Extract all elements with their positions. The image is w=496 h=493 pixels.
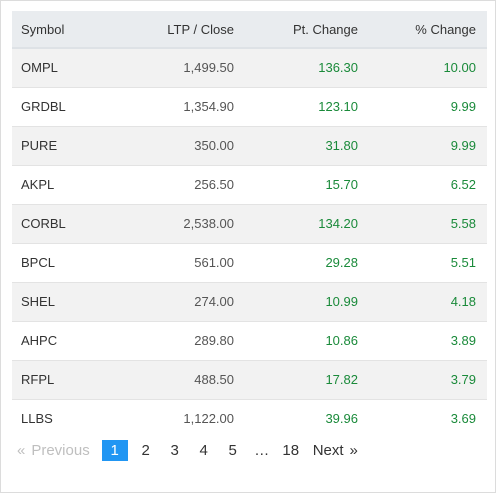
cell-symbol: PURE: [21, 138, 58, 153]
table-row: BPCL 561.00 29.28 5.51: [12, 243, 487, 282]
header-symbol[interactable]: Symbol: [12, 11, 121, 49]
table-row: CORBL 2,538.00 134.20 5.58: [12, 204, 487, 243]
next-page-button[interactable]: Next »: [313, 440, 358, 461]
table-row: RFPL 488.50 17.82 3.79: [12, 360, 487, 399]
cell-pt-change: 15.70: [325, 177, 358, 192]
cell-pt-change: 29.28: [325, 255, 358, 270]
table-row: AKPL 256.50 15.70 6.52: [12, 165, 487, 204]
previous-page-button[interactable]: « Previous: [17, 440, 90, 461]
cell-pct-change: 3.89: [450, 333, 476, 348]
cell-ltp: 256.50: [194, 177, 234, 192]
cell-pct-change: 10.00: [443, 60, 476, 76]
cell-pct-change: 3.69: [450, 411, 476, 427]
cell-symbol: AKPL: [21, 177, 55, 192]
cell-pt-change: 17.82: [325, 372, 358, 387]
page-5-button[interactable]: 5: [228, 441, 237, 459]
cell-pt-change: 134.20: [318, 216, 358, 231]
cell-symbol: CORBL: [21, 216, 66, 231]
table-header: Symbol LTP / Close Pt. Change % Change: [12, 11, 487, 49]
cell-ltp: 350.00: [194, 138, 234, 153]
cell-pt-change: 10.86: [325, 333, 358, 348]
cell-pct-change: 9.99: [450, 138, 476, 153]
cell-pct-change: 5.51: [450, 255, 476, 270]
previous-label: Previous: [31, 441, 90, 459]
table-row: GRDBL 1,354.90 123.10 9.99: [12, 87, 487, 126]
cell-pct-change: 6.52: [450, 177, 476, 192]
next-label: Next: [312, 441, 344, 459]
table-body: OMPL 1,499.50 136.30 10.00 GRDBL 1,354.9…: [12, 48, 487, 438]
table-row: PURE 350.00 31.80 9.99: [12, 126, 487, 165]
header-pt-change[interactable]: Pt. Change: [234, 11, 358, 49]
cell-symbol: SHEL: [21, 294, 55, 309]
header-row: Symbol LTP / Close Pt. Change % Change: [12, 11, 487, 49]
cell-pct-change: 9.99: [450, 99, 476, 114]
cell-ltp: 274.00: [194, 294, 234, 309]
pagination: « Previous 1 2 3 4 5 … 18 Next »: [17, 439, 358, 461]
cell-pt-change: 10.99: [325, 294, 358, 309]
header-pct-change[interactable]: % Change: [358, 11, 487, 49]
cell-symbol: LLBS: [21, 411, 53, 427]
page-18-button[interactable]: 18: [282, 441, 300, 459]
cell-pt-change: 136.30: [318, 60, 358, 76]
table-row: AHPC 289.80 10.86 3.89: [12, 321, 487, 360]
cell-pt-change: 31.80: [325, 138, 358, 153]
cell-pt-change: 39.96: [325, 411, 358, 427]
pagination-ellipsis: …: [254, 441, 270, 459]
page-2-button[interactable]: 2: [141, 441, 150, 459]
cell-ltp: 561.00: [194, 255, 234, 270]
cell-ltp: 1,499.50: [183, 60, 234, 76]
header-ltp-close[interactable]: LTP / Close: [121, 11, 234, 49]
cell-ltp: 1,122.00: [183, 411, 234, 427]
cell-ltp: 289.80: [194, 333, 234, 348]
cell-ltp: 1,354.90: [183, 99, 234, 114]
cell-pt-change: 123.10: [318, 99, 358, 114]
top-gainers-table: Symbol LTP / Close Pt. Change % Change O…: [12, 11, 487, 438]
page-3-button[interactable]: 3: [170, 441, 179, 459]
cell-ltp: 2,538.00: [183, 216, 234, 231]
table-row: SHEL 274.00 10.99 4.18: [12, 282, 487, 321]
cell-pct-change: 3.79: [450, 372, 476, 387]
double-left-arrow-icon: «: [17, 441, 26, 459]
page-4-button[interactable]: 4: [199, 441, 208, 459]
double-right-arrow-icon: »: [349, 441, 358, 459]
cell-symbol: RFPL: [21, 372, 55, 387]
table-row: OMPL 1,499.50 136.30 10.00: [12, 48, 487, 87]
table-row: LLBS 1,122.00 39.96 3.69: [12, 399, 487, 438]
cell-symbol: BPCL: [21, 255, 55, 270]
cell-pct-change: 5.58: [450, 216, 476, 231]
cell-symbol: OMPL: [21, 60, 58, 76]
cell-symbol: AHPC: [21, 333, 58, 348]
cell-symbol: GRDBL: [21, 99, 66, 114]
cell-ltp: 488.50: [194, 372, 234, 387]
cell-pct-change: 4.18: [450, 294, 476, 309]
page-1-button[interactable]: 1: [101, 439, 128, 461]
